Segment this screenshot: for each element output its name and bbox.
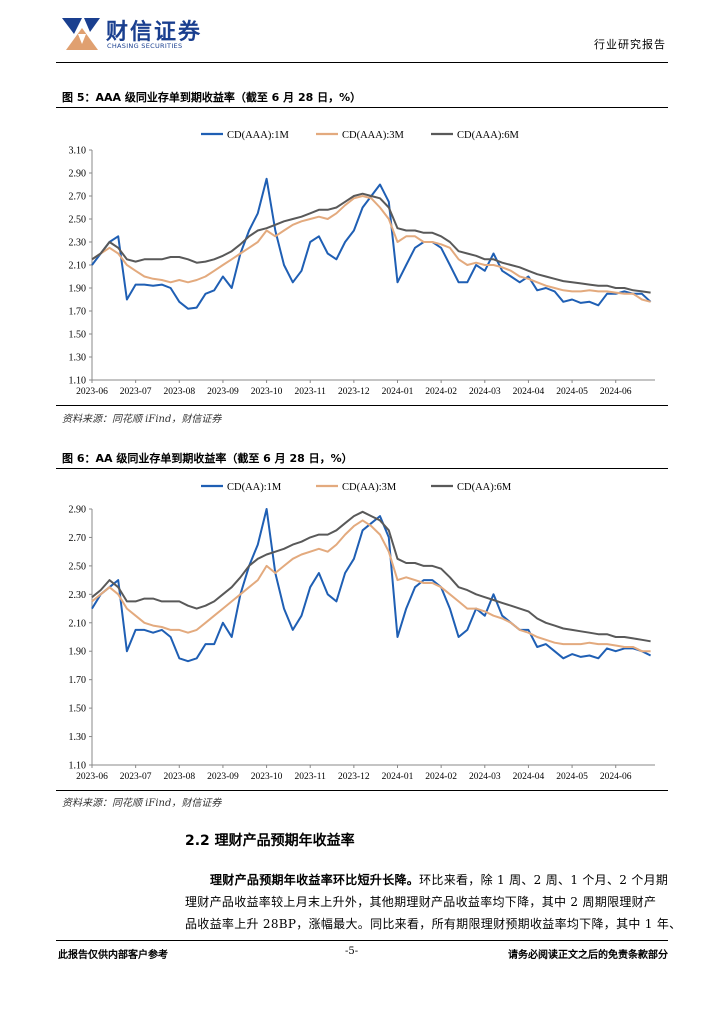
- footer-rule: [56, 940, 668, 941]
- y-tick-label: 1.70: [69, 307, 87, 318]
- x-tick-label: 2024-05: [556, 387, 588, 397]
- y-tick-label: 1.30: [69, 353, 87, 364]
- y-tick-label: 1.90: [69, 647, 87, 658]
- x-tick-label: 2024-02: [425, 387, 457, 397]
- x-tick-label: 2023-12: [338, 772, 370, 782]
- x-tick-label: 2024-06: [600, 772, 632, 782]
- series-line-2: [91, 195, 651, 303]
- paragraph-line-1-rest: 环比来看，除 1 周、2 周、1 个月、2 个月期: [419, 873, 669, 887]
- legend-label: CD(AAA):6M: [457, 130, 519, 141]
- x-tick-label: 2024-04: [513, 387, 545, 397]
- footer-notice: 请务必阅读正文之后的免责条款部分: [508, 950, 668, 961]
- x-tick-label: 2023-11: [295, 772, 327, 782]
- figure-6-source: 资料来源：同花顺 iFind，财信证券: [62, 798, 222, 809]
- y-tick-label: 1.70: [69, 675, 87, 686]
- y-tick-label: 1.50: [69, 704, 87, 715]
- legend-label: CD(AAA):1M: [227, 130, 289, 141]
- y-tick-label: 3.10: [69, 146, 87, 157]
- x-tick-label: 2023-10: [251, 387, 283, 397]
- x-tick-label: 2023-08: [163, 387, 195, 397]
- series-line-1: [91, 508, 652, 663]
- paragraph-lead: 理财产品预期年收益率环比短升长降。: [210, 873, 420, 887]
- figure-5-title-rule: [56, 107, 668, 108]
- legend-label: CD(AAA):3M: [342, 130, 404, 141]
- y-tick-label: 2.50: [69, 215, 87, 226]
- x-tick-label: 2024-04: [513, 772, 545, 782]
- x-tick-label: 2023-06: [76, 772, 108, 782]
- x-tick-label: 2024-03: [469, 772, 501, 782]
- footer-disclaimer: 此报告仅供内部客户参考: [58, 950, 168, 961]
- figure-6-title-rule: [56, 468, 668, 469]
- y-tick-label: 2.30: [69, 238, 87, 249]
- x-tick-label: 2024-01: [382, 387, 414, 397]
- y-tick-label: 1.10: [69, 376, 87, 387]
- y-tick-label: 1.30: [69, 732, 87, 743]
- x-tick-label: 2024-01: [382, 772, 414, 782]
- x-tick-label: 2024-02: [425, 772, 457, 782]
- y-tick-label: 1.50: [69, 330, 87, 341]
- company-name-cn: 财信证券: [106, 20, 203, 45]
- x-tick-label: 2023-09: [207, 387, 239, 397]
- x-tick-label: 2024-06: [600, 387, 632, 397]
- legend-label: CD(AA):3M: [342, 482, 397, 493]
- x-tick-label: 2023-08: [163, 772, 195, 782]
- x-tick-label: 2023-09: [207, 772, 239, 782]
- y-tick-label: 2.30: [69, 590, 87, 601]
- paragraph-line-2: 理财产品收益率较上月末上升外，其他期理财产品收益率均下降，其中 2 周期限理财产: [185, 895, 657, 909]
- series-line-3: [91, 192, 651, 294]
- series-line-2: [91, 519, 651, 653]
- header-rule: [56, 62, 668, 63]
- y-tick-label: 2.90: [69, 505, 87, 516]
- report-type: 行业研究报告: [594, 38, 666, 51]
- section-title: 2.2 理财产品预期年收益率: [185, 833, 355, 849]
- logo-icon: [62, 18, 100, 50]
- logo: [60, 14, 102, 52]
- y-tick-label: 1.10: [69, 761, 87, 772]
- y-tick-label: 2.50: [69, 561, 87, 572]
- figure-6-title: 图 6：AA 级同业存单到期收益率（截至 6 月 28 日，%）: [62, 452, 353, 465]
- paragraph-line-1: 理财产品预期年收益率环比短升长降。环比来看，除 1 周、2 周、1 个月、2 个…: [210, 870, 668, 890]
- figure-5-source: 资料来源：同花顺 iFind，财信证券: [62, 414, 222, 425]
- figure-5-bottom-rule: [56, 405, 668, 406]
- series-line-3: [91, 510, 651, 643]
- y-tick-label: 2.10: [69, 261, 87, 272]
- page-number: -5-: [345, 946, 359, 957]
- x-tick-label: 2023-12: [338, 387, 370, 397]
- x-tick-label: 2023-11: [295, 387, 327, 397]
- y-tick-label: 2.90: [69, 169, 87, 180]
- x-tick-label: 2023-07: [120, 772, 152, 782]
- paragraph-line-3: 品收益率上升 28BP，涨幅最大。同比来看，所有期限理财预期收益率均下降，其中 …: [185, 917, 682, 931]
- x-tick-label: 2023-07: [120, 387, 152, 397]
- x-tick-label: 2023-06: [76, 387, 108, 397]
- legend-label: CD(AA):1M: [227, 482, 282, 493]
- figure-6-bottom-rule: [56, 790, 668, 791]
- legend-label: CD(AA):6M: [457, 482, 512, 493]
- y-tick-label: 2.70: [69, 192, 87, 203]
- y-tick-label: 2.70: [69, 533, 87, 544]
- x-tick-label: 2023-10: [251, 772, 283, 782]
- x-tick-label: 2024-03: [469, 387, 501, 397]
- y-tick-label: 1.90: [69, 284, 87, 295]
- company-name-en: CHASING SECURITIES: [107, 42, 183, 50]
- x-tick-label: 2024-05: [556, 772, 588, 782]
- series-line-1: [91, 177, 652, 310]
- figure-5-title: 图 5：AAA 级同业存单到期收益率（截至 6 月 28 日，%）: [62, 91, 362, 104]
- y-tick-label: 2.10: [69, 618, 87, 629]
